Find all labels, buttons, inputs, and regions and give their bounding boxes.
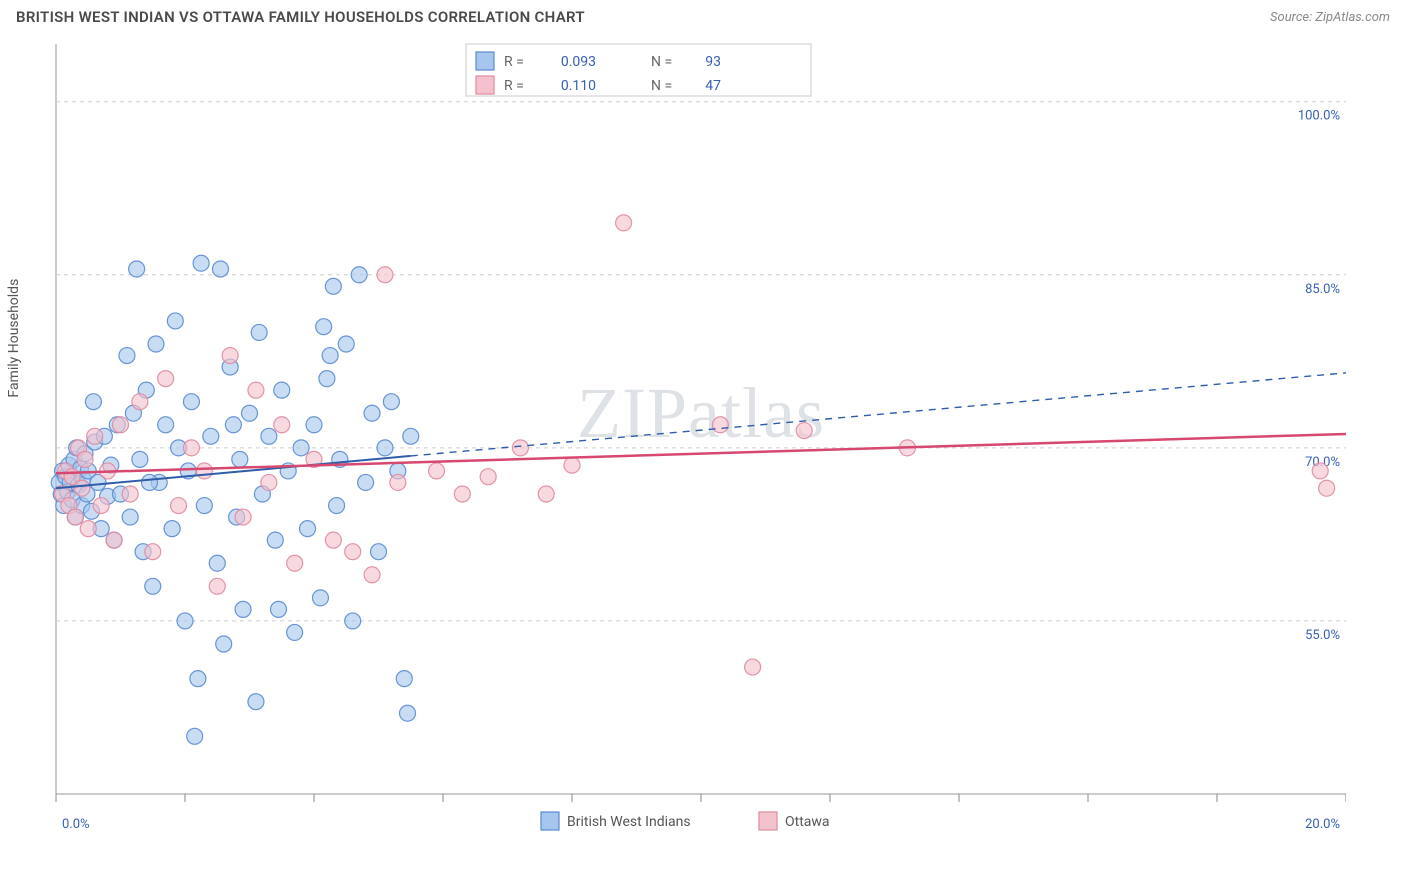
svg-text:Ottawa: Ottawa xyxy=(785,814,830,830)
svg-text:0.093: 0.093 xyxy=(561,54,596,70)
svg-text:0.0%: 0.0% xyxy=(62,817,90,832)
svg-text:ZIPatlas: ZIPatlas xyxy=(577,373,825,453)
chart-container: Family Households 55.0%70.0%85.0%100.0%Z… xyxy=(16,34,1390,864)
svg-text:N =: N = xyxy=(651,54,672,70)
svg-text:N =: N = xyxy=(651,78,672,94)
chart-header: BRITISH WEST INDIAN VS OTTAWA FAMILY HOU… xyxy=(0,0,1406,30)
svg-text:British West Indians: British West Indians xyxy=(567,814,691,830)
chart-source: Source: ZipAtlas.com xyxy=(1270,10,1390,25)
svg-text:R =: R = xyxy=(504,54,524,70)
svg-text:20.0%: 20.0% xyxy=(1305,817,1340,832)
svg-text:85.0%: 85.0% xyxy=(1305,282,1340,297)
svg-text:0.110: 0.110 xyxy=(561,78,596,94)
svg-text:93: 93 xyxy=(705,54,721,70)
svg-text:R =: R = xyxy=(504,78,524,94)
svg-text:47: 47 xyxy=(705,78,721,94)
chart-title: BRITISH WEST INDIAN VS OTTAWA FAMILY HOU… xyxy=(16,8,585,26)
scatter-chart: 55.0%70.0%85.0%100.0%ZIPatlas0.0%20.0%R … xyxy=(16,34,1346,864)
y-axis-label: Family Households xyxy=(6,279,22,398)
svg-text:55.0%: 55.0% xyxy=(1305,628,1340,643)
svg-text:100.0%: 100.0% xyxy=(1298,109,1340,124)
